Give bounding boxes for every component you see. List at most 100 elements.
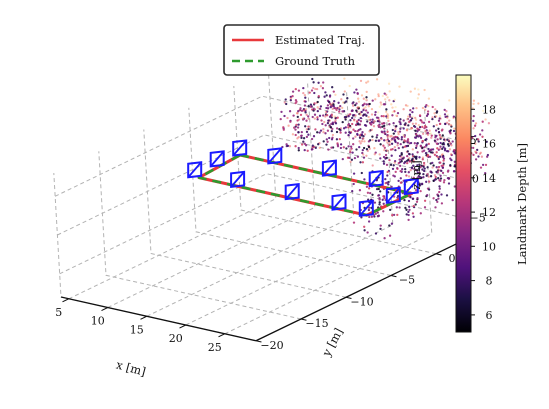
landmark-point — [386, 113, 389, 116]
landmark-point — [286, 116, 289, 120]
landmark-point — [365, 103, 368, 106]
landmark-point — [423, 206, 427, 209]
landmark-point — [407, 115, 410, 118]
landmark-point — [407, 210, 410, 214]
landmark-point — [379, 227, 382, 231]
landmark-point — [346, 97, 349, 100]
landmark-point — [414, 136, 418, 139]
landmark-point — [361, 148, 364, 152]
camera-frame — [284, 182, 300, 201]
landmark-point — [421, 125, 424, 129]
camera-pose-marker — [209, 150, 225, 168]
landmark-point — [415, 106, 418, 110]
landmark-point — [474, 122, 478, 125]
landmark-point — [373, 120, 376, 123]
landmark-point — [350, 158, 354, 161]
landmark-point — [297, 123, 300, 126]
landmark-point — [326, 129, 330, 132]
landmark-point — [330, 129, 333, 133]
camera-pose-marker — [284, 182, 300, 201]
landmark-point — [295, 123, 298, 127]
landmark-point — [424, 105, 427, 108]
landmark-point — [312, 81, 315, 84]
landmark-point — [407, 171, 410, 174]
landmark-point — [431, 105, 434, 109]
landmark-point — [375, 116, 379, 119]
landmark-point — [484, 163, 488, 167]
axis-lines — [60, 116, 464, 342]
landmark-point — [349, 126, 352, 129]
landmark-point — [437, 127, 440, 130]
landmark-point — [359, 161, 362, 164]
landmark-point — [481, 163, 485, 167]
landmark-point — [326, 121, 330, 125]
landmark-point — [323, 120, 326, 124]
landmark-point — [338, 110, 341, 113]
landmark-point — [435, 142, 439, 145]
grid-line — [57, 134, 460, 236]
landmark-point — [442, 146, 445, 149]
landmark-point — [333, 106, 336, 110]
landmark-point — [303, 142, 306, 145]
landmark-point — [374, 98, 377, 101]
landmark-point — [448, 148, 452, 151]
landmark-point — [451, 198, 454, 202]
landmark-point — [398, 158, 401, 161]
landmark-point — [439, 155, 442, 158]
landmark-point — [427, 120, 431, 124]
landmark-point — [396, 194, 400, 198]
camera-pose-marker — [232, 139, 248, 157]
landmark-point — [437, 197, 440, 200]
landmark-point — [288, 110, 292, 113]
landmark-point — [337, 101, 340, 104]
landmark-point — [361, 161, 365, 164]
landmark-point — [425, 180, 428, 183]
landmark-point — [399, 169, 402, 173]
landmark-point — [336, 143, 339, 146]
landmark-point — [367, 206, 371, 209]
landmark-point — [433, 112, 436, 115]
landmark-point — [354, 114, 357, 117]
landmark-point — [396, 111, 400, 115]
camera-frame-diagonal — [322, 160, 337, 177]
landmark-point — [474, 134, 477, 138]
landmark-point — [377, 214, 380, 217]
landmark-point — [437, 119, 441, 122]
landmark-point — [441, 128, 444, 131]
camera-frame — [267, 147, 283, 165]
landmark-point — [391, 148, 394, 151]
landmark-point — [325, 106, 328, 110]
landmark-point — [379, 101, 382, 104]
landmark-point — [430, 134, 433, 137]
y-tick-label: −5 — [399, 274, 415, 287]
landmark-point — [288, 145, 292, 148]
landmark-point — [448, 122, 451, 126]
landmark-point — [388, 99, 391, 102]
landmark-point — [283, 101, 286, 104]
landmark-point — [425, 143, 428, 146]
landmark-point — [400, 153, 403, 156]
landmark-point — [453, 185, 456, 188]
landmark-point — [375, 187, 379, 191]
landmark-point — [344, 100, 348, 103]
landmark-point — [421, 150, 424, 153]
landmark-point — [446, 113, 450, 116]
landmark-point — [439, 145, 442, 148]
landmark-point — [322, 128, 325, 131]
landmark-point — [366, 111, 369, 114]
landmark-point — [423, 88, 426, 92]
landmark-point — [452, 115, 456, 118]
landmark-point — [357, 128, 360, 132]
landmark-point — [408, 205, 411, 208]
landmark-point — [347, 145, 350, 148]
landmark-point — [325, 94, 328, 97]
landmark-point — [321, 122, 324, 126]
landmark-point — [438, 133, 441, 137]
landmark-point — [447, 182, 451, 185]
x-axis-line — [60, 296, 257, 342]
landmark-point — [439, 177, 443, 180]
landmark-point — [352, 182, 355, 186]
landmark-point — [334, 122, 338, 125]
landmark-point — [343, 116, 347, 119]
landmark-point — [487, 122, 491, 125]
